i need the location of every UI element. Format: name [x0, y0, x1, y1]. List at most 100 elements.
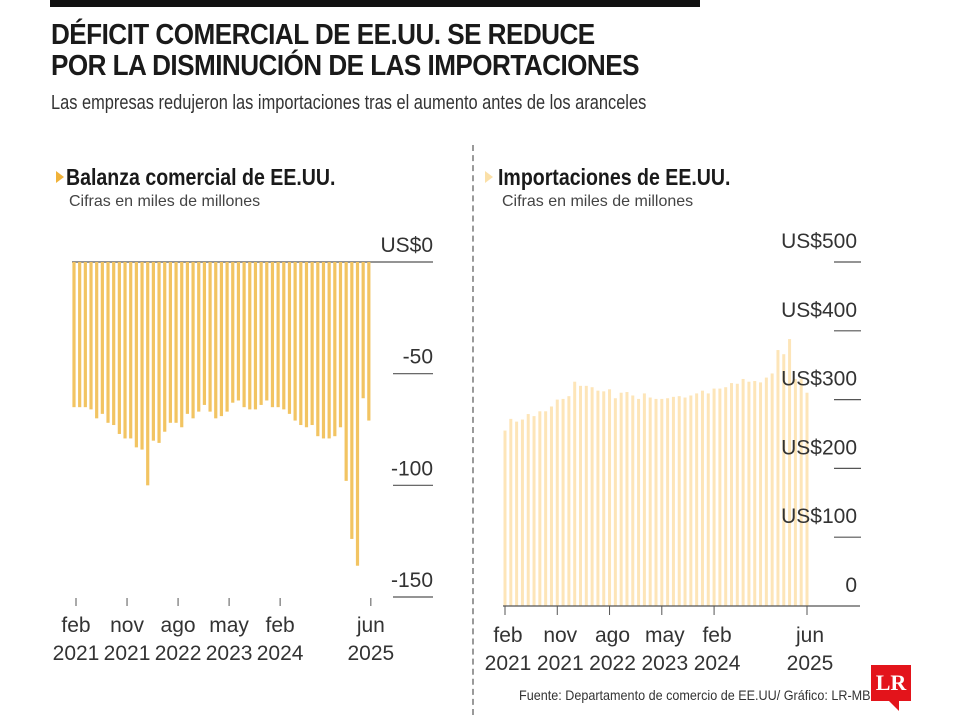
left-x-tick-year: 2025 [347, 642, 394, 665]
left-bar [361, 262, 365, 399]
left-bar [225, 262, 229, 412]
right-bar [660, 398, 664, 606]
right-bar [561, 398, 565, 606]
right-x-tick-year: 2025 [787, 652, 834, 675]
right-x-tick-month: nov [543, 624, 577, 647]
left-panel-arrow-icon [56, 171, 64, 183]
left-bar [168, 262, 172, 423]
right-panel-arrow-icon [485, 171, 493, 183]
right-bar [602, 391, 606, 606]
left-chart-title: Balanza comercial de EE.UU. [66, 164, 336, 190]
right-y-tick-label: 0 [845, 574, 857, 597]
right-bar [555, 399, 559, 606]
left-bar [134, 262, 138, 448]
left-bar [327, 262, 331, 439]
right-bar [689, 395, 693, 606]
left-bar [282, 262, 286, 410]
right-bar [712, 388, 716, 606]
right-bar [625, 392, 629, 606]
right-bar [567, 396, 571, 606]
right-x-tick-month: jun [795, 624, 824, 647]
right-bar [776, 350, 780, 606]
right-bar [549, 406, 553, 606]
left-bar [276, 262, 280, 408]
left-bar [208, 262, 212, 412]
left-bar [163, 262, 167, 432]
left-x-tick-year: 2022 [155, 642, 202, 665]
left-bar [253, 262, 258, 410]
right-x-tick-year: 2021 [537, 652, 584, 675]
right-bar [596, 390, 600, 606]
left-bar [83, 262, 87, 408]
right-bar [573, 381, 577, 606]
right-x-tick-year: 2021 [485, 652, 532, 675]
right-bar [799, 378, 803, 606]
left-bar [191, 262, 195, 419]
right-bar [759, 382, 763, 606]
panel-divider [472, 145, 474, 715]
right-bar [764, 377, 768, 606]
right-bar [648, 397, 652, 606]
right-bar [788, 339, 792, 606]
right-x-tick-month: may [645, 624, 685, 647]
left-bar [265, 262, 269, 401]
left-x-tick-year: 2021 [53, 642, 100, 665]
right-y-tick-label: US$200 [781, 436, 857, 459]
left-bar [344, 262, 348, 481]
left-y-tick-label: US$0 [380, 234, 433, 257]
right-x-tick-month: feb [493, 624, 522, 647]
right-bar [538, 411, 542, 606]
left-bar [310, 262, 314, 426]
title-line-1: DÉFICIT COMERCIAL DE EE.UU. SE REDUCE [51, 19, 595, 51]
left-bar [180, 262, 184, 428]
right-bar [677, 396, 681, 606]
right-y-tick-label: US$400 [781, 299, 857, 322]
page-title: DÉFICIT COMERCIAL DE EE.UU. SE REDUCE PO… [51, 19, 640, 82]
right-x-tick-year: 2022 [589, 652, 636, 675]
right-bar [654, 398, 658, 606]
right-chart-title: Importaciones de EE.UU. [498, 164, 731, 190]
left-bar [129, 262, 133, 439]
right-bar [613, 398, 617, 606]
left-bar [236, 262, 241, 401]
left-bar [174, 262, 178, 423]
right-bar [544, 411, 548, 606]
left-x-tick-year: 2023 [206, 642, 253, 665]
right-bar [805, 392, 809, 606]
right-x-tick-month: ago [595, 624, 630, 647]
left-bar [202, 262, 207, 405]
left-bar [151, 262, 155, 441]
right-bar [503, 430, 507, 606]
right-bar [642, 393, 646, 606]
left-bar [214, 262, 218, 419]
left-x-tick-month: feb [266, 614, 295, 637]
left-x-tick-month: feb [61, 614, 90, 637]
left-chart-subtitle: Cifras en miles de millones [69, 193, 261, 210]
right-bar [666, 398, 670, 606]
right-bar [793, 378, 797, 606]
left-x-tick-year: 2024 [257, 642, 304, 665]
left-y-tick-label: -50 [403, 346, 433, 369]
right-bar [520, 419, 524, 606]
left-bar [140, 262, 144, 450]
left-bar [299, 262, 303, 426]
left-bar [123, 262, 127, 439]
right-bar [700, 390, 704, 606]
right-bar [637, 398, 641, 606]
right-bar [631, 395, 635, 606]
right-bar [515, 421, 519, 606]
left-bar [248, 262, 252, 410]
right-bar [741, 378, 745, 606]
top-rule [50, 0, 700, 7]
left-x-tick-month: jun [356, 614, 385, 637]
right-bar [608, 389, 612, 606]
right-bar [747, 381, 751, 606]
right-y-tick-label: US$500 [781, 230, 857, 253]
right-x-tick-month: feb [702, 624, 731, 647]
left-bar [106, 262, 110, 423]
left-y-tick-label: -150 [391, 569, 433, 592]
page-subtitle: Las empresas redujeron las importaciones… [51, 92, 647, 114]
right-bar [532, 416, 536, 606]
left-bar [197, 262, 201, 412]
left-bar [304, 262, 309, 428]
